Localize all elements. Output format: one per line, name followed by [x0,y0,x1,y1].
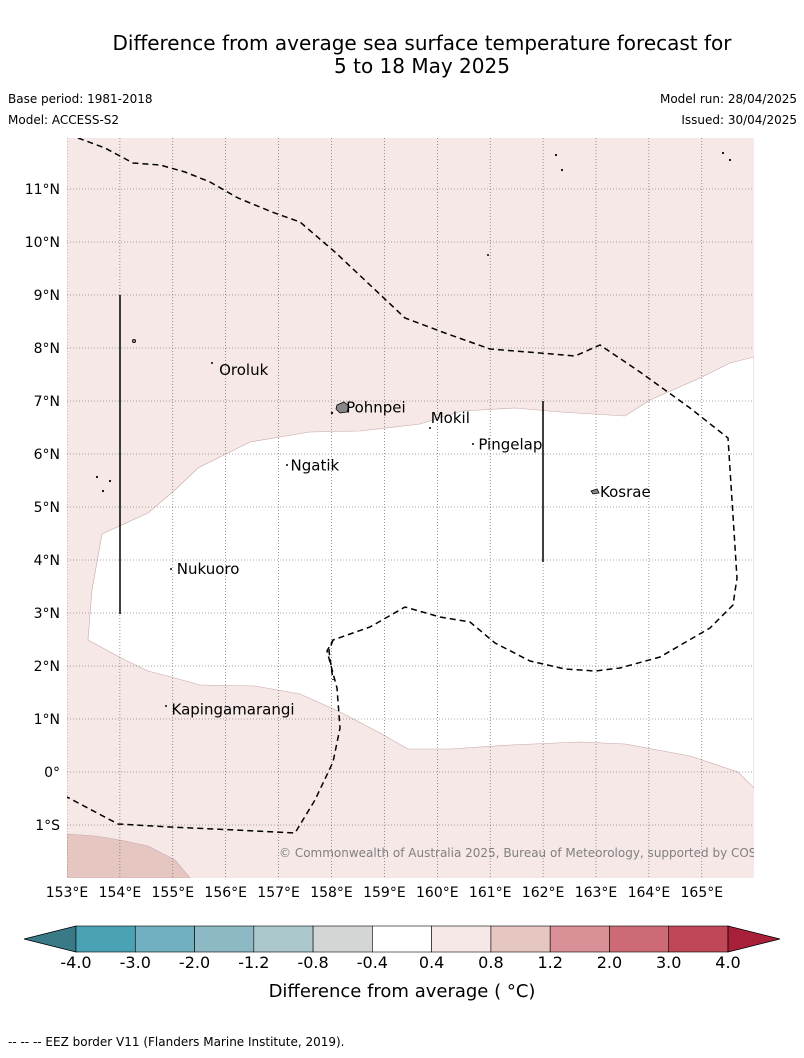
colorbar-tick-label: 1.2 [537,953,562,972]
latitude-label: 9°N [34,288,60,304]
latitude-label: 10°N [25,235,60,251]
latitude-label: 11°N [25,182,60,198]
place-label-pohnpei: Pohnpei [346,398,406,416]
longitude-label: 163°E [575,885,618,901]
islet [210,361,213,364]
longitude-label: 155°E [152,885,195,901]
latitude-label: 1°S [35,818,60,834]
islet [554,153,558,157]
issued-date: Issued: 30/04/2025 [681,113,797,127]
islet [169,568,172,571]
colorbar-segment [549,925,610,953]
latitude-label: 2°N [34,659,60,675]
longitude-label: 160°E [416,885,459,901]
longitude-label: 157°E [257,885,300,901]
colorbar-tick-label: 3.0 [656,953,681,972]
map-frame: Oroluk Pohnpei Mokil Pingelap Ngatik Kosrae Nu… [67,138,784,878]
colorbar-title: Difference from average ( °C) [269,981,536,1002]
latitude-label: 0° [44,765,60,781]
islet [330,411,334,415]
longitude-label: 159°E [363,885,406,901]
islet [471,442,474,445]
latitude-label: 8°N [34,341,60,357]
place-labels: Oroluk Pohnpei Mokil Pingelap Ngatik Kosrae Nu… [172,361,651,718]
islet [131,338,136,343]
longitude-label: 154°E [99,885,142,901]
pohnpei-island [335,401,350,414]
islet [428,426,431,429]
chart-title: Difference from average sea surface temp… [0,32,804,78]
colorbar-segment [312,925,373,953]
colorbar-segment [431,925,492,953]
colorbar: -4.0 -3.0 -2.0 -1.2 -0.8 -0.4 0.4 0.8 1.2 2.0 3.0 4… [23,925,781,972]
islet [108,479,112,483]
colorbar-tick-label: -0.4 [357,953,388,972]
colorbar-segment [194,925,255,953]
islet [560,168,564,172]
longitude-label: 164°E [628,885,671,901]
longitude-labels: 153°E 154°E 155°E 156°E 157°E 158°E 159°E 160°E… [46,885,723,901]
colorbar-segment [609,925,670,953]
islet [486,253,489,256]
colorbar-tick-label: -2.0 [179,953,210,972]
islet [285,463,288,466]
eez-footnote: -- -- -- EEZ border V11 (Flanders Marine… [8,1035,345,1049]
longitude-label: 162°E [522,885,565,901]
place-label-ngatik: Ngatik [291,457,340,475]
latitude-label: 3°N [34,606,60,622]
islet [101,489,105,493]
latitude-label: 6°N [34,447,60,463]
sst-anomaly-map: Oroluk Pohnpei Mokil Pingelap Ngatik Kosrae Nu… [23,138,784,1002]
colorbar-tick-label: 4.0 [715,953,740,972]
islet [721,151,725,155]
colorbar-segment [134,925,195,953]
islet [728,158,732,162]
latitude-label: 7°N [34,394,60,410]
islet [164,705,167,708]
moderate-warm-anomaly-region [67,833,191,878]
colorbar-tick-label: 0.8 [478,953,503,972]
place-label-kosrae: Kosrae [600,483,651,501]
title-line-1: Difference from average sea surface temp… [112,31,732,55]
colorbar-tick-label: -4.0 [60,953,91,972]
model-run: Model run: 28/04/2025 [659,92,797,106]
longitude-label: 156°E [204,885,247,901]
longitude-label: 158°E [310,885,353,901]
title-line-2: 5 to 18 May 2025 [334,54,510,78]
colorbar-tick-label: 2.0 [597,953,622,972]
longitude-label: 161°E [469,885,512,901]
place-label-pingelap: Pingelap [478,435,542,453]
colorbar-segment [668,925,729,953]
islet [95,475,99,479]
copyright-notice: © Commonwealth of Australia 2025, Bureau… [279,846,784,860]
colorbar-tick-label: -3.0 [120,953,151,972]
colorbar-tick-label: -0.8 [297,953,328,972]
place-label-mokil: Mokil [431,409,470,427]
latitude-label: 4°N [34,553,60,569]
colorbar-segment [253,925,314,953]
latitude-label: 1°N [34,712,60,728]
eez-borders [67,138,738,834]
latitude-labels: 11°N 10°N 9°N 8°N 7°N 6°N 5°N 4°N 3°N 2°N 1°N 0° 1°S [25,182,60,834]
kosrae-island [590,488,600,495]
longitude-label: 153°E [46,885,89,901]
longitude-label: 165°E [681,885,724,901]
latitude-label: 5°N [34,500,60,516]
colorbar-low-extension [23,925,77,953]
model-name: Model: ACCESS-S2 [8,113,120,127]
colorbar-segment [490,925,551,953]
colorbar-high-extension [727,925,781,953]
colorbar-segment [372,925,432,953]
colorbar-tick-label: 0.4 [419,953,444,972]
colorbar-segment [75,925,136,953]
place-label-oroluk: Oroluk [219,361,268,379]
neutral-anomaly-region [87,356,754,789]
place-label-kapingamarangi: Kapingamarangi [172,700,295,718]
base-period: Base period: 1981-2018 [8,92,153,106]
colorbar-tick-label: -1.2 [238,953,269,972]
place-label-nukuoro: Nukuoro [177,560,240,578]
islands [95,151,732,708]
